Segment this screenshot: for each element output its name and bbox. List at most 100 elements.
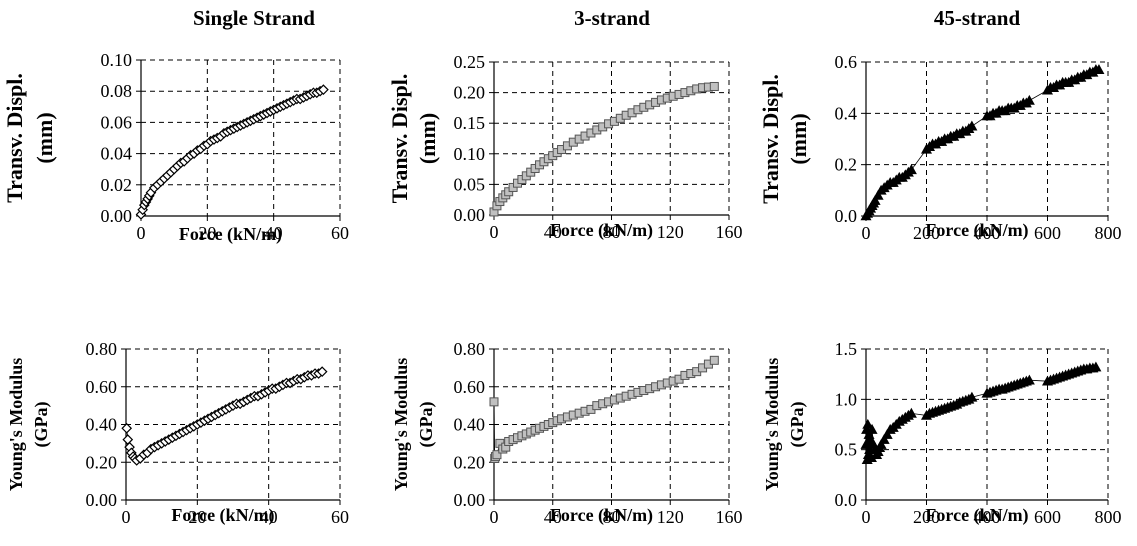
x-axis-label: Force (kN/m) bbox=[925, 220, 1028, 241]
data-point bbox=[875, 439, 887, 449]
x-tick-label: 400 bbox=[974, 223, 1001, 243]
x-tick-label: 60 bbox=[331, 507, 349, 527]
data-point bbox=[878, 433, 890, 444]
y-tick-label: 0.00 bbox=[86, 490, 118, 510]
data-point bbox=[1023, 94, 1035, 105]
data-point bbox=[121, 422, 133, 434]
series-line bbox=[493, 86, 715, 213]
y-axis-label-line: (mm) bbox=[786, 113, 811, 164]
y-tick-label: 0.06 bbox=[101, 112, 133, 132]
y-axis-label-line: Young's Modulus bbox=[6, 358, 26, 492]
x-tick-label: 80 bbox=[603, 222, 621, 242]
y-tick-label: 0.00 bbox=[454, 490, 486, 510]
data-point bbox=[318, 84, 329, 95]
x-tick-label: 200 bbox=[913, 507, 940, 527]
y-tick-label: 0.25 bbox=[454, 52, 486, 72]
column-title-single-strand: Single Strand bbox=[193, 6, 315, 30]
y-tick-label: 0.02 bbox=[101, 175, 133, 195]
y-tick-label: 0.40 bbox=[454, 415, 486, 435]
x-axis-label: Force (kN/m) bbox=[550, 505, 653, 526]
x-axis-label: Force (kN/m) bbox=[171, 505, 274, 526]
y-tick-label: 1.5 bbox=[835, 339, 858, 359]
y-tick-label: 0.20 bbox=[454, 83, 486, 103]
column-title-45-strand: 45-strand bbox=[933, 6, 1021, 30]
y-tick-label: 0.60 bbox=[454, 377, 486, 397]
y-tick-label: 0.08 bbox=[101, 81, 133, 101]
x-tick-label: 200 bbox=[913, 223, 940, 243]
x-tick-label: 40 bbox=[544, 507, 562, 527]
x-tick-label: 0 bbox=[137, 223, 146, 243]
data-point bbox=[1093, 64, 1105, 75]
x-tick-label: 600 bbox=[1034, 223, 1061, 243]
data-point bbox=[709, 355, 719, 365]
x-tick-label: 800 bbox=[1095, 223, 1122, 243]
data-point bbox=[869, 194, 881, 205]
y-tick-label: 0.60 bbox=[86, 377, 118, 397]
y-tick-label: 0.80 bbox=[454, 339, 486, 359]
y-tick-label: 0.15 bbox=[454, 113, 486, 133]
x-tick-label: 0 bbox=[122, 507, 131, 527]
x-tick-label: 40 bbox=[260, 507, 278, 527]
x-tick-label: 160 bbox=[716, 507, 743, 527]
data-point bbox=[1023, 374, 1035, 385]
y-axis-label-line: (GPa) bbox=[31, 402, 52, 448]
y-tick-label: 0.6 bbox=[835, 52, 858, 72]
column-title-3-strand: 3-strand bbox=[574, 6, 650, 30]
x-tick-label: 80 bbox=[603, 507, 621, 527]
y-tick-label: 0.4 bbox=[835, 103, 858, 123]
x-axis-label: Force (kN/m) bbox=[925, 505, 1028, 526]
y-tick-label: 0.00 bbox=[454, 205, 486, 225]
x-tick-label: 120 bbox=[657, 222, 684, 242]
chart-3-strand-displacement: 0 40 80 120 160 0.00 0.05 0.10 0.15 0.20 0.25 Force… bbox=[387, 52, 743, 242]
y-tick-label: 0.20 bbox=[454, 452, 486, 472]
y-tick-label: 0.10 bbox=[101, 50, 133, 70]
x-tick-label: 0 bbox=[490, 222, 499, 242]
x-tick-label: 0 bbox=[862, 223, 871, 243]
data-point bbox=[966, 120, 978, 131]
chart-45-strand-modulus: 0 200 400 600 800 0.0 0.5 1.0 1.5 Force (kN/m) You… bbox=[762, 339, 1122, 527]
y-axis-label-line: Young's Modulus bbox=[762, 358, 782, 492]
y-tick-label: 0.05 bbox=[454, 174, 486, 194]
x-tick-label: 800 bbox=[1095, 507, 1122, 527]
y-axis-label-line: (mm) bbox=[32, 112, 57, 163]
y-tick-label: 0.0 bbox=[835, 490, 858, 510]
x-tick-label: 40 bbox=[265, 223, 283, 243]
x-tick-label: 0 bbox=[490, 507, 499, 527]
x-tick-label: 0 bbox=[862, 507, 871, 527]
y-tick-label: 0.5 bbox=[835, 440, 858, 460]
x-tick-label: 160 bbox=[716, 222, 743, 242]
chart-single-strand-displacement: 0 20 40 60 0.00 0.02 0.04 0.06 0.08 0.10 Force (kN… bbox=[2, 50, 349, 245]
series-line bbox=[140, 89, 324, 215]
y-tick-label: 0.10 bbox=[454, 144, 486, 164]
data-point bbox=[862, 418, 874, 429]
series-line bbox=[865, 69, 1099, 217]
data-point bbox=[492, 450, 502, 460]
chart-3-strand-modulus: 0 40 80 120 160 0.00 0.20 0.40 0.60 0.80 Force (kN… bbox=[391, 339, 743, 527]
data-point bbox=[489, 397, 499, 407]
x-tick-label: 600 bbox=[1034, 507, 1061, 527]
y-tick-label: 0.80 bbox=[86, 339, 118, 359]
x-tick-label: 20 bbox=[188, 507, 206, 527]
data-point bbox=[316, 366, 328, 377]
data-point bbox=[905, 164, 917, 175]
y-axis-label-line: Transv. Displ. bbox=[2, 73, 27, 203]
x-tick-label: 60 bbox=[331, 223, 349, 243]
data-point bbox=[966, 391, 978, 402]
y-tick-label: 0.2 bbox=[835, 155, 858, 175]
y-axis-label-line: (mm) bbox=[415, 113, 440, 164]
data-point bbox=[709, 81, 719, 91]
y-tick-label: 0.04 bbox=[101, 144, 133, 164]
y-axis-label-line: (GPa) bbox=[787, 402, 808, 448]
data-point bbox=[881, 428, 893, 439]
chart-single-strand-modulus: 0 20 40 60 0.00 0.20 0.40 0.60 0.80 Force (kN/m) Y… bbox=[6, 339, 349, 527]
x-tick-label: 20 bbox=[198, 223, 216, 243]
y-tick-label: 0.40 bbox=[86, 415, 118, 435]
y-tick-label: 0.20 bbox=[86, 452, 118, 472]
x-tick-label: 120 bbox=[657, 507, 684, 527]
x-axis-label: Force (kN/m) bbox=[179, 224, 282, 245]
data-point bbox=[1090, 361, 1102, 372]
y-axis-label-line: Young's Modulus bbox=[391, 358, 411, 492]
y-axis-label-line: Transv. Displ. bbox=[758, 74, 783, 204]
x-tick-label: 400 bbox=[974, 507, 1001, 527]
y-tick-label: 0.00 bbox=[101, 206, 133, 226]
